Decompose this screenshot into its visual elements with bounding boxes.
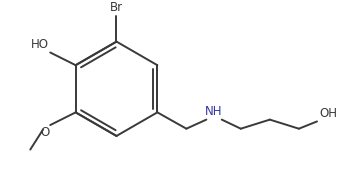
Text: Br: Br	[110, 1, 123, 14]
Text: HO: HO	[31, 38, 49, 51]
Text: O: O	[40, 126, 49, 139]
Text: NH: NH	[205, 105, 222, 118]
Text: OH: OH	[320, 107, 338, 120]
